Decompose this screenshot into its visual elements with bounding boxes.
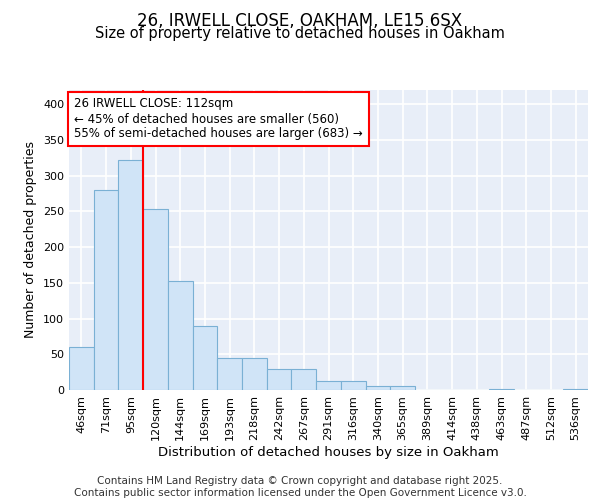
Bar — [242, 358, 267, 390]
Y-axis label: Number of detached properties: Number of detached properties — [25, 142, 37, 338]
Bar — [94, 190, 118, 390]
Bar — [143, 210, 168, 390]
Text: Size of property relative to detached houses in Oakham: Size of property relative to detached ho… — [95, 26, 505, 41]
Bar — [341, 382, 365, 390]
Bar — [292, 368, 316, 390]
Bar — [118, 160, 143, 390]
Bar — [168, 280, 193, 390]
Text: 26, IRWELL CLOSE, OAKHAM, LE15 6SX: 26, IRWELL CLOSE, OAKHAM, LE15 6SX — [137, 12, 463, 30]
Bar — [563, 388, 588, 390]
Bar — [316, 382, 341, 390]
Bar — [365, 386, 390, 390]
Bar — [267, 368, 292, 390]
Bar — [390, 386, 415, 390]
Bar — [69, 347, 94, 390]
Bar — [193, 326, 217, 390]
Text: Contains HM Land Registry data © Crown copyright and database right 2025.
Contai: Contains HM Land Registry data © Crown c… — [74, 476, 526, 498]
Text: 26 IRWELL CLOSE: 112sqm
← 45% of detached houses are smaller (560)
55% of semi-d: 26 IRWELL CLOSE: 112sqm ← 45% of detache… — [74, 98, 363, 140]
Bar — [489, 388, 514, 390]
X-axis label: Distribution of detached houses by size in Oakham: Distribution of detached houses by size … — [158, 446, 499, 458]
Bar — [217, 358, 242, 390]
